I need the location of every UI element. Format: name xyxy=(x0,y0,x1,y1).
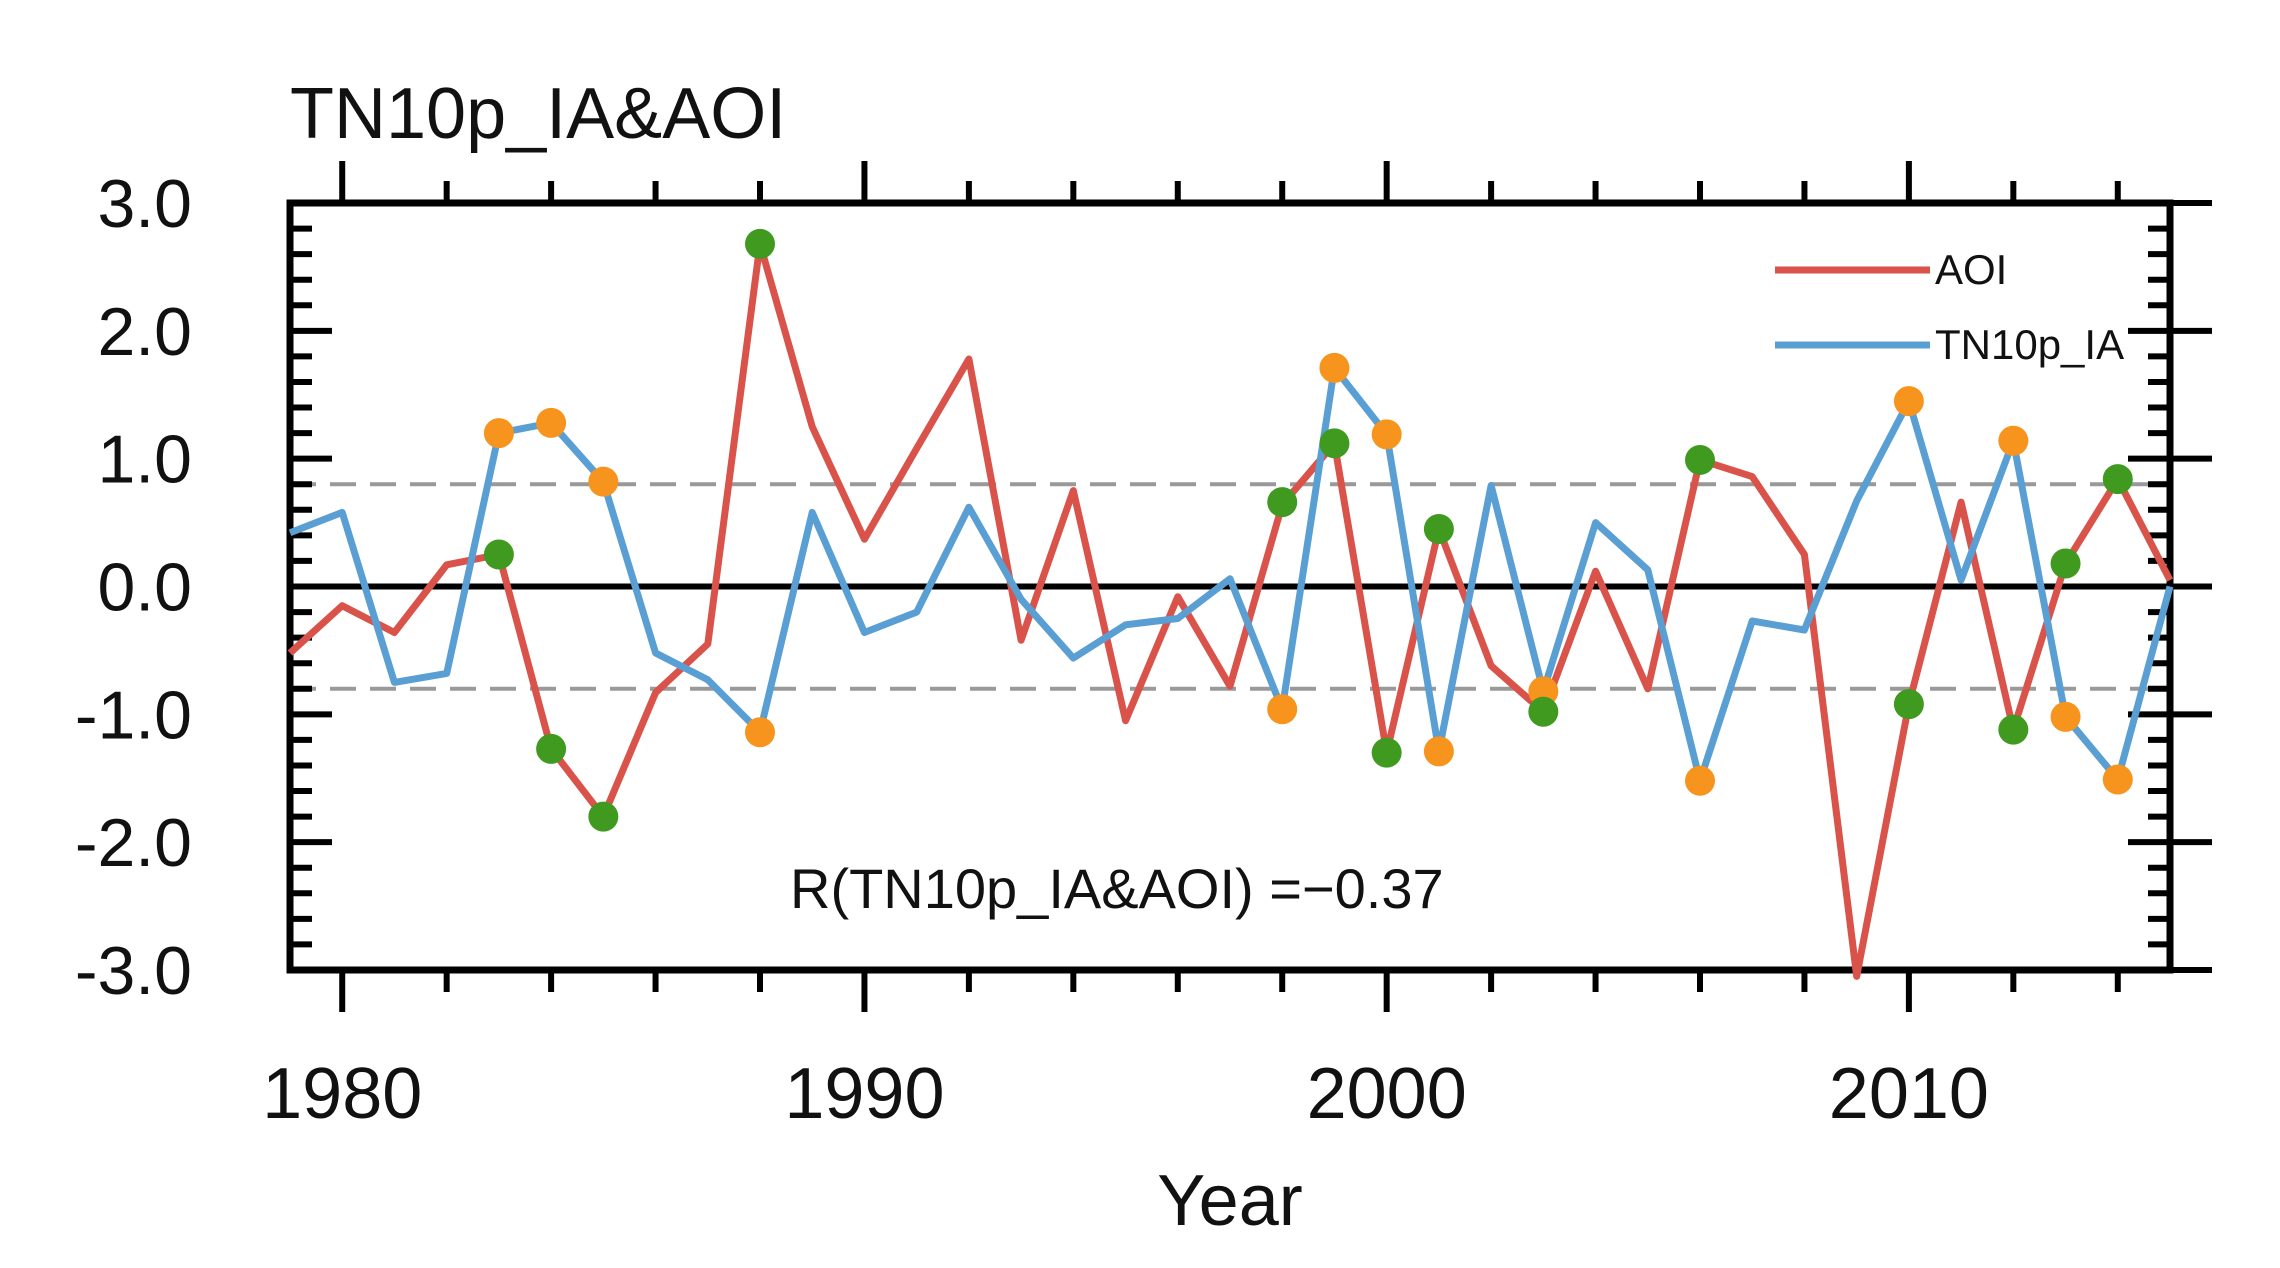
marker-green-2014 xyxy=(2102,464,2133,495)
marker-green-2006 xyxy=(1685,444,1715,475)
marker-orange-1999 xyxy=(1319,352,1350,383)
marker-green-2010 xyxy=(1893,689,1924,720)
legend-label-AOI: AOI xyxy=(1935,246,2007,293)
legend: AOI TN10p_IA xyxy=(1775,246,2124,368)
y-tick-label--1.0: -1.0 xyxy=(75,677,192,753)
y-tick-label-1.0: 1.0 xyxy=(97,422,192,498)
marker-layer xyxy=(483,228,2133,832)
marker-green-2000 xyxy=(1371,737,1402,768)
y-tick-label--2.0: -2.0 xyxy=(75,805,192,881)
marker-orange-1998 xyxy=(1267,694,1298,725)
marker-orange-2006 xyxy=(1685,765,1715,796)
marker-orange-1985 xyxy=(588,466,619,497)
marker-green-2012 xyxy=(1998,714,2029,745)
marker-orange-2010 xyxy=(1893,386,1924,417)
marker-green-1998 xyxy=(1267,487,1298,518)
marker-orange-2000 xyxy=(1371,419,1402,450)
marker-orange-2013 xyxy=(2050,701,2081,732)
y-tick-label--3.0: -3.0 xyxy=(75,933,192,1009)
y-tick-label-3.0: 3.0 xyxy=(97,166,192,242)
marker-orange-1983 xyxy=(483,418,514,449)
x-tick-label-2010: 2010 xyxy=(1829,1054,1989,1134)
x-tick-label-2000: 2000 xyxy=(1307,1054,1467,1134)
marker-green-1984 xyxy=(536,733,567,764)
marker-orange-2014 xyxy=(2102,764,2133,795)
correlation-annotation: R(TN10p_IA&AOI) =−0.37 xyxy=(790,857,1444,920)
marker-orange-2012 xyxy=(1998,425,2029,456)
chart-title: TN10p_IA&AOI xyxy=(290,74,786,154)
marker-green-1999 xyxy=(1319,428,1350,459)
marker-green-1983 xyxy=(483,539,514,570)
marker-green-1988 xyxy=(745,228,775,259)
x-axis-label: Year xyxy=(1157,1161,1302,1241)
marker-orange-1984 xyxy=(536,407,567,438)
marker-green-2013 xyxy=(2050,548,2081,579)
marker-orange-2001 xyxy=(1423,736,1454,767)
series-line-TN10p_IA xyxy=(288,364,2174,785)
y-tick-label-2.0: 2.0 xyxy=(97,294,192,370)
x-tick-label-1980: 1980 xyxy=(262,1054,422,1134)
marker-green-2001 xyxy=(1423,513,1454,544)
marker-green-1985 xyxy=(588,801,619,832)
x-tick-label-1990: 1990 xyxy=(784,1054,944,1134)
legend-label-TN10p_IA: TN10p_IA xyxy=(1935,321,2124,368)
y-tick-label-0.0: 0.0 xyxy=(97,550,192,626)
marker-orange-1988 xyxy=(745,717,775,748)
axes: 1980 1990 2000 2010 3.0 2.0 1.0 0.0 -1.0 -2.0 -3.0 xyxy=(75,161,2212,1134)
marker-green-2003 xyxy=(1528,696,1559,727)
